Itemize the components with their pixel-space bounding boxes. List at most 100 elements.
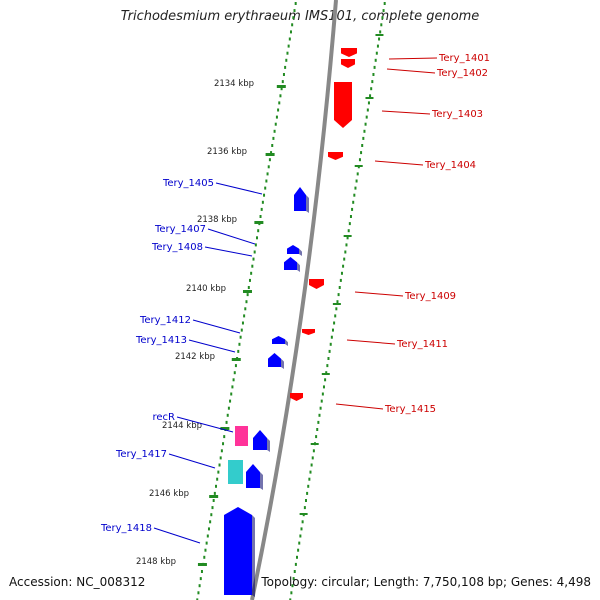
genome-summary-text: Topology: circular; Length: 7,750,108 bp… — [261, 575, 591, 589]
outer-tick-dot — [295, 555, 298, 559]
forward-gene-arrow — [287, 245, 299, 254]
inner-tick-dot — [246, 293, 249, 297]
inner-tick-dot — [197, 591, 200, 595]
outer-tick-dot — [310, 463, 313, 467]
inner-tick-dot — [254, 243, 257, 247]
inner-tick-dot — [237, 349, 240, 353]
forward-gene-arrow-shade — [260, 472, 263, 490]
outer-tick-mark — [365, 97, 374, 99]
inner-tick-dot — [199, 577, 202, 581]
outer-tick-dot — [378, 37, 381, 41]
inner-tick-dot — [229, 399, 232, 403]
outer-tick-dot — [299, 534, 302, 538]
forward-gene-arrow-shade — [267, 438, 270, 452]
outer-tick-dot — [380, 23, 383, 27]
outer-tick-dot — [301, 520, 304, 524]
inner-tick-dot — [248, 278, 251, 282]
inner-tick-dot — [287, 44, 290, 48]
inner-tick-dot — [288, 37, 291, 41]
major-tick-mark — [242, 290, 252, 293]
scale-label: 2136 kbp — [207, 147, 247, 157]
inner-tick-dot — [263, 193, 266, 197]
reverse-leader-line — [388, 57, 438, 60]
outer-tick-dot — [322, 385, 325, 389]
outer-tick-dot — [372, 73, 375, 76]
inner-tick-dot — [267, 165, 270, 169]
reverse-gene-arrow — [309, 279, 324, 289]
inner-tick-dot — [219, 456, 222, 460]
reverse-gene-arrow — [341, 59, 355, 68]
outer-tick-dot — [333, 321, 336, 325]
label-tery-1412: Tery_1412 — [139, 315, 191, 326]
label-tery-1403: Tery_1403 — [431, 109, 483, 120]
inner-tick-dot — [291, 23, 294, 27]
inner-tick-dot — [207, 527, 210, 531]
outer-tick-dot — [321, 392, 324, 396]
outer-tick-dot — [290, 591, 293, 595]
outer-tick-dot — [326, 364, 329, 368]
outer-tick-dot — [365, 115, 368, 119]
reverse-leader-line — [374, 160, 424, 166]
outer-tick-dot — [306, 491, 309, 495]
outer-tick-mark — [343, 235, 352, 237]
inner-tick-dot — [239, 335, 242, 339]
inner-tick-dot — [196, 598, 199, 600]
inner-tick-dot — [278, 101, 281, 105]
tery-1417-gene-block — [228, 460, 243, 484]
outer-tick-dot — [312, 449, 315, 453]
label-tery-1417: Tery_1417 — [115, 449, 167, 460]
inner-tick-dot — [260, 207, 263, 211]
outer-tick-mark — [299, 513, 308, 515]
inner-tick-dot — [220, 449, 223, 453]
outer-tick-dot — [342, 264, 345, 268]
outer-tick-dot — [300, 527, 303, 531]
inner-tick-dot — [227, 406, 230, 410]
outer-tick-dot — [376, 44, 379, 48]
outer-tick-dot — [354, 186, 357, 190]
outer-tick-dot — [361, 144, 364, 147]
outer-tick-dot — [318, 413, 321, 417]
outer-tick-dot — [356, 172, 359, 176]
inner-tick-dot — [253, 250, 256, 254]
forward-gene-arrow — [268, 353, 281, 367]
inner-tick-dot — [240, 328, 243, 332]
forward-gene-arrow — [284, 257, 297, 270]
inner-tick-dot — [213, 491, 216, 495]
inner-tick-dot — [210, 513, 213, 517]
reverse-gene-arrow — [290, 393, 303, 401]
outer-tick-dot — [362, 136, 365, 140]
inner-tick-dot — [247, 286, 250, 289]
inner-tick-dot — [250, 271, 253, 275]
inner-tick-dot — [268, 158, 271, 162]
inner-tick-dot — [274, 122, 277, 126]
outer-tick-dot — [334, 314, 337, 318]
outer-tick-mark — [354, 165, 363, 167]
label-tery-1407: Tery_1407 — [154, 224, 206, 235]
outer-tick-dot — [371, 80, 374, 84]
outer-tick-dot — [379, 30, 382, 34]
inner-tick-dot — [272, 136, 275, 140]
reverse-leader-line — [346, 339, 396, 345]
inner-tick-dot — [294, 2, 297, 5]
forward-gene-arrow — [272, 336, 285, 344]
inner-tick-dot — [280, 87, 283, 91]
outer-tick-dot — [355, 179, 358, 183]
inner-tick-dot — [238, 342, 241, 346]
inner-tick-dot — [217, 470, 220, 474]
forward-leader-line — [168, 453, 216, 469]
label-recR: recR — [153, 412, 176, 423]
outer-tick-dot — [328, 349, 331, 353]
forward-leader-line — [153, 527, 201, 544]
outer-tick-dot — [374, 58, 377, 62]
label-tery-1405: Tery_1405 — [162, 178, 214, 189]
outer-tick-dot — [370, 87, 373, 91]
inner-tick-dot — [266, 172, 269, 176]
scale-label: 2140 kbp — [186, 284, 226, 294]
outer-tick-dot — [351, 207, 354, 211]
inner-tick-dot — [251, 264, 254, 268]
outer-tick-dot — [308, 477, 311, 481]
inner-tick-dot — [232, 378, 235, 382]
outer-tick-dot — [309, 470, 312, 474]
genome-backbone — [250, 0, 338, 600]
outer-tick-dot — [331, 328, 334, 332]
